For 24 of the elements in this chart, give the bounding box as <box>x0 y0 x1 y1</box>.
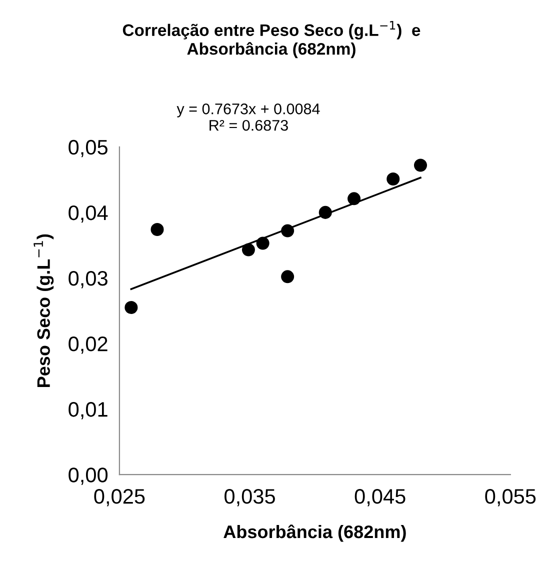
point <box>150 222 164 236</box>
x-tick-label: 0,045 <box>354 489 406 506</box>
y-tick-label: 0,00 <box>68 468 108 485</box>
point <box>414 158 428 172</box>
x-tick-label: 0,025 <box>94 489 145 506</box>
x-tick-label: 0,035 <box>224 489 275 506</box>
point <box>124 300 138 314</box>
point <box>318 206 332 219</box>
y-tick-label: 0,05 <box>68 140 108 158</box>
y-tick-label: 0,02 <box>68 336 108 354</box>
y-axis-title: Peso Seco (g.L$^{−1}$) <box>34 234 54 387</box>
x-tick-label: 0,055 <box>485 489 536 506</box>
y-tick-label: 0,01 <box>68 402 108 420</box>
y-tick-label: 0,03 <box>68 270 108 288</box>
point <box>348 192 361 206</box>
point <box>256 236 270 250</box>
chart-title: Correlação entre Peso Seco (g.L$^{−1}$) e Absorbância (682nm) <box>122 21 420 58</box>
x-axis-title: Absorbância (682nm) <box>224 524 406 542</box>
point <box>386 172 400 186</box>
y-tick-label: 0,04 <box>68 205 108 223</box>
point <box>281 224 294 238</box>
point <box>281 270 294 284</box>
point <box>242 243 255 256</box>
text: y = 0.7673x + 0.0084 R² = 0.6873 <box>176 104 320 131</box>
